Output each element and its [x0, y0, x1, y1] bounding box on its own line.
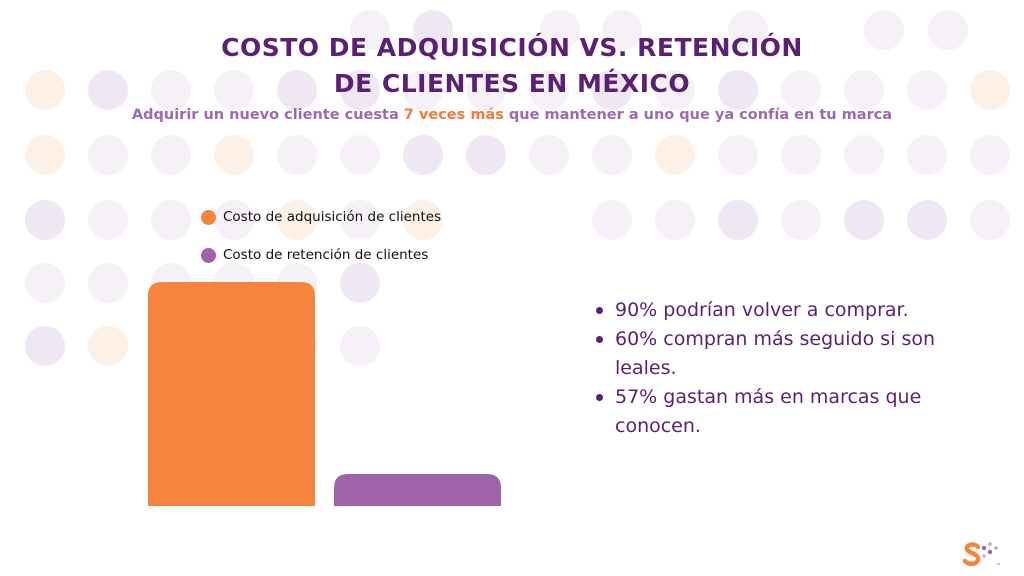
background-dot: [970, 70, 1010, 110]
chart-legend: Costo de adquisición de clientes Costo d…: [201, 208, 441, 284]
background-dot: [277, 70, 317, 110]
background-dot: [907, 135, 947, 175]
title-line-2: DE CLIENTES EN MÉXICO: [333, 69, 691, 98]
background-dot: [277, 200, 317, 240]
background-dot: [277, 135, 317, 175]
background-dot: [88, 200, 128, 240]
background-dot: [655, 200, 695, 240]
background-dot: [970, 135, 1010, 175]
background-dot: [340, 135, 380, 175]
background-dot: [340, 200, 380, 240]
background-dot: [151, 200, 191, 240]
legend-item-retention: Costo de retención de clientes: [201, 246, 441, 264]
background-dot: [718, 135, 758, 175]
background-dot: [592, 135, 632, 175]
trademark-mark: ™: [996, 563, 1001, 569]
background-dot: [718, 200, 758, 240]
background-dot: [529, 70, 569, 110]
background-dot: [655, 135, 695, 175]
background-dot: [781, 200, 821, 240]
background-dot: [214, 135, 254, 175]
background-dot: [413, 10, 453, 50]
background-dot: [214, 200, 254, 240]
stat-item-known-brands: 57% gastan más en marcas que conocen.: [594, 383, 954, 441]
background-dot: [151, 135, 191, 175]
background-dot: [340, 326, 380, 366]
background-dot: [540, 10, 580, 50]
background-dot: [928, 10, 968, 50]
background-dot: [25, 263, 65, 303]
background-dot: [466, 135, 506, 175]
stat-item-loyal-frequency: 60% compran más seguido si son leales.: [594, 325, 954, 383]
background-dot: [529, 135, 569, 175]
background-dot: [728, 10, 768, 50]
stat-item-repurchase: 90% podrían volver a comprar.: [594, 296, 954, 325]
background-dot: [25, 135, 65, 175]
background-dot: [88, 263, 128, 303]
background-dot: [340, 70, 380, 110]
background-dot: [781, 70, 821, 110]
background-dot: [844, 200, 884, 240]
background-dot: [25, 70, 65, 110]
background-dot: [592, 70, 632, 110]
background-dot: [403, 200, 443, 240]
background-dot: [970, 200, 1010, 240]
brand-logo: ™: [962, 538, 1006, 570]
background-dot: [25, 200, 65, 240]
background-dot: [718, 70, 758, 110]
bar-acquisition: [148, 282, 315, 506]
background-dot: [350, 10, 390, 50]
bar-retention: [334, 474, 501, 506]
legend-label-acquisition: Costo de adquisición de clientes: [223, 209, 442, 225]
legend-swatch-acquisition: [201, 209, 216, 225]
subtitle-start: Adquirir un nuevo cliente cuesta: [131, 107, 404, 123]
page-title: COSTO DE ADQUISICIÓN VS. RETENCIÓN DE CL…: [0, 30, 1024, 102]
background-dot: [864, 10, 904, 50]
background-dot: [88, 135, 128, 175]
stats-list: 90% podrían volver a comprar. 60% compra…: [594, 296, 954, 441]
background-dot: [844, 135, 884, 175]
background-dot: [214, 70, 254, 110]
background-dot: [602, 10, 642, 50]
background-dot: [844, 70, 884, 110]
background-dot: [340, 263, 380, 303]
background-dot: [907, 70, 947, 110]
legend-item-acquisition: Costo de adquisición de clientes: [201, 208, 441, 226]
background-dot: [88, 70, 128, 110]
dotted-s-logo-icon: ™: [962, 542, 1001, 569]
background-dot: [907, 200, 947, 240]
background-dot: [466, 70, 506, 110]
background-dot: [592, 200, 632, 240]
background-dot: [25, 326, 65, 366]
background-dot: [151, 70, 191, 110]
background-dot: [655, 70, 695, 110]
subtitle-end: que mantener a uno que ya confía en tu m…: [503, 107, 893, 123]
background-dot: [781, 135, 821, 175]
background-dot: [403, 135, 443, 175]
background-dot: [403, 70, 443, 110]
background-dot: [88, 326, 128, 366]
legend-swatch-retention: [201, 247, 216, 263]
subtitle: Adquirir un nuevo cliente cuesta 7 veces…: [0, 107, 1024, 123]
title-line-1: COSTO DE ADQUISICIÓN VS. RETENCIÓN: [221, 33, 803, 62]
legend-label-retention: Costo de retención de clientes: [223, 247, 429, 263]
subtitle-highlight: 7 veces más: [403, 107, 504, 123]
